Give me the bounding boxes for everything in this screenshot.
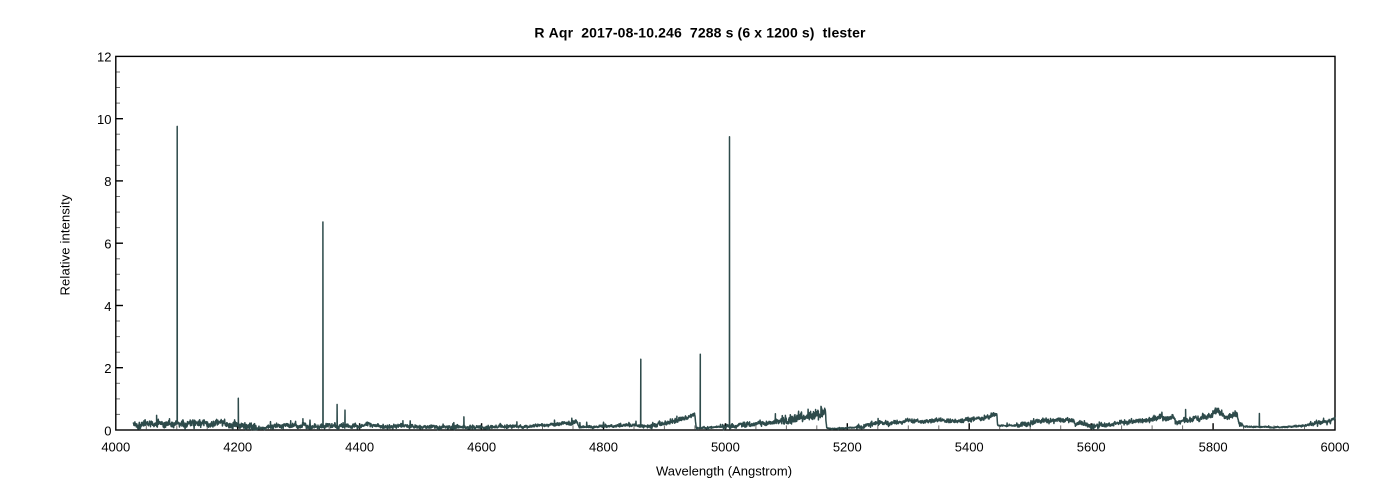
svg-text:4: 4 [104,299,111,314]
svg-text:10: 10 [97,112,111,127]
svg-text:4200: 4200 [223,440,252,455]
svg-text:5200: 5200 [833,440,862,455]
svg-text:4000: 4000 [101,440,130,455]
svg-text:5800: 5800 [1199,440,1228,455]
svg-text:4400: 4400 [345,440,374,455]
svg-text:Wavelength (Angstrom): Wavelength (Angstrom) [656,464,792,479]
svg-text:6: 6 [104,237,111,252]
svg-text:5400: 5400 [955,440,984,455]
svg-text:0: 0 [104,423,111,438]
svg-text:4600: 4600 [467,440,496,455]
svg-text:4800: 4800 [589,440,618,455]
svg-text:R Aqr 2017-08-10.246 7288 s: R Aqr 2017-08-10.246 7288 s (6 x 1200 s)… [534,25,866,41]
svg-text:Relative intensity: Relative intensity [57,194,72,295]
svg-text:6000: 6000 [1321,440,1350,455]
svg-text:5600: 5600 [1077,440,1106,455]
svg-text:2: 2 [104,361,111,376]
svg-text:8: 8 [104,174,111,189]
svg-text:12: 12 [97,50,111,65]
svg-text:5000: 5000 [711,440,740,455]
